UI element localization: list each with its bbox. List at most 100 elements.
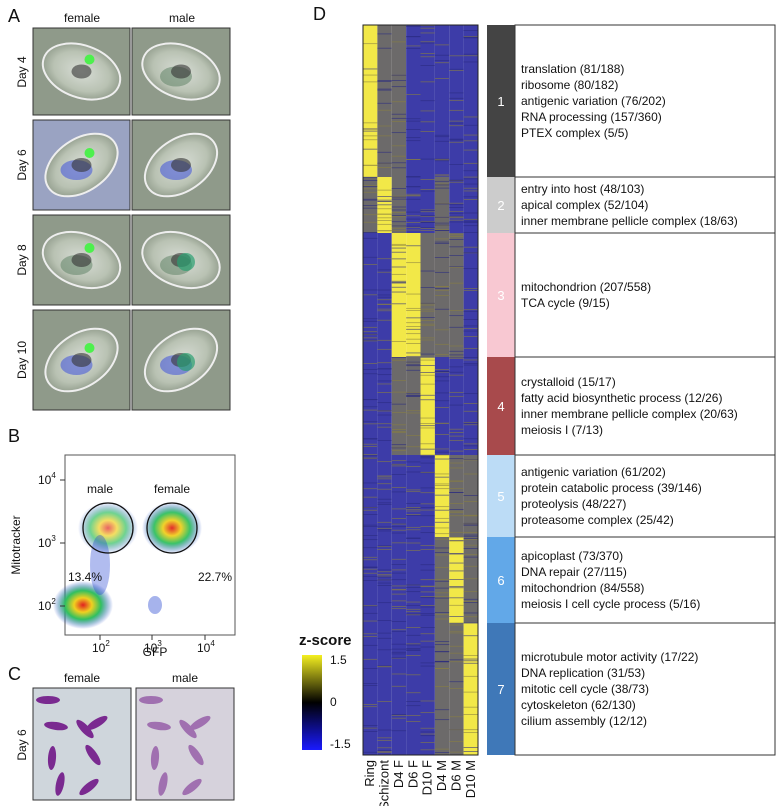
stain-image [135, 687, 235, 801]
heatmap-cell [363, 25, 378, 177]
heatmap-cell [406, 357, 421, 455]
heatmap-cell [391, 177, 407, 233]
cluster-number: 4 [497, 399, 504, 414]
y-tick-label: 103 [38, 534, 56, 550]
gate [82, 502, 134, 554]
cluster-box [514, 24, 776, 178]
go-term: cilium assembly (12/12) [521, 714, 647, 728]
cluster-color [487, 25, 515, 177]
gametocyte [85, 744, 101, 766]
cluster-box [514, 536, 776, 624]
gametocyte [139, 696, 163, 704]
cluster-number: 2 [497, 198, 504, 213]
gate-percentage: 22.7% [198, 570, 232, 584]
column-label: D4 F [391, 760, 406, 788]
heatmap-cell [391, 25, 407, 177]
gametocyte [86, 715, 108, 731]
column-label: D6 M [448, 760, 463, 791]
row-label: Day 4 [15, 56, 29, 88]
x-tick-label: 102 [92, 639, 110, 655]
heatmap-cell [377, 25, 392, 177]
pigment [71, 64, 92, 79]
heatmap-cell [434, 25, 450, 177]
gametocyte [79, 778, 99, 796]
column-label: Schizont [377, 760, 392, 806]
gate-label: female [154, 482, 190, 496]
gametocyte [150, 746, 160, 770]
heatmap-cell [463, 623, 478, 755]
column-label: D10 M [463, 760, 478, 798]
go-term: meiosis I cell cycle process (5/16) [521, 597, 700, 611]
heatmap-cell [377, 623, 392, 755]
gametocyte [179, 719, 197, 739]
y-tick-label: 104 [38, 471, 56, 487]
column-label: D10 F [420, 760, 435, 795]
heatmap-cell [363, 455, 378, 537]
heatmap-cell [434, 233, 450, 357]
column-label: male [169, 11, 195, 25]
heatmap-cell [463, 537, 478, 623]
heatmap-cell [463, 233, 478, 357]
tick-base: 10 [197, 641, 211, 655]
y-tick-label: 102 [38, 597, 56, 613]
gametocyte [55, 772, 65, 796]
colorbar-tick: 1.5 [330, 653, 347, 667]
heatmap-cell [406, 455, 421, 537]
go-term: entry into host (48/103) [521, 182, 644, 196]
panel-letter: A [8, 6, 20, 26]
x-axis-label: GFP [143, 645, 168, 659]
heatmap-cell [434, 357, 450, 455]
panel-letter: D [313, 4, 326, 24]
go-term: protein catabolic process (39/146) [521, 481, 702, 495]
gametocyte [188, 744, 204, 766]
heatmap-cell [420, 623, 435, 755]
column-label: male [172, 671, 198, 685]
column-label: female [64, 671, 100, 685]
heatmap-cell [420, 177, 435, 233]
heatmap-cell [406, 177, 421, 233]
row-label: Day 10 [15, 341, 29, 379]
panel-letter: C [8, 664, 21, 684]
heatmap-cell [420, 357, 435, 455]
column-label: D4 M [434, 760, 449, 791]
stain-image [32, 687, 132, 801]
heatmap-cell [463, 177, 478, 233]
go-term: mitotic cell cycle (38/73) [521, 682, 649, 696]
row-label: Day 6 [15, 729, 29, 761]
colorbar [302, 655, 322, 750]
tick-base: 10 [144, 641, 158, 655]
go-term: PTEX complex (5/5) [521, 126, 628, 140]
cluster-number: 6 [497, 573, 504, 588]
cluster-number: 5 [497, 489, 504, 504]
go-term: apicoplast (73/370) [521, 549, 623, 563]
gametocyte [76, 719, 94, 739]
tick-base: 10 [38, 599, 52, 613]
go-term: ribosome (80/182) [521, 78, 618, 92]
go-term: DNA repair (27/115) [521, 565, 627, 579]
gametocyte [36, 696, 60, 704]
tick-exp: 4 [210, 639, 215, 648]
x-tick-label: 104 [197, 639, 215, 655]
heatmap-cell [449, 623, 464, 755]
heatmap-cell [463, 455, 478, 537]
panel-letter: B [8, 426, 20, 446]
cluster-color [487, 623, 515, 755]
gfp-signal [177, 353, 195, 371]
pigment [171, 64, 191, 79]
go-term: apical complex (52/104) [521, 198, 648, 212]
go-term: DNA replication (31/53) [521, 666, 645, 680]
gametocyte [44, 721, 68, 731]
cluster-annotations: 1 translation (81/188) ribosome (80/182) an… [487, 24, 776, 756]
column-label: Ring [362, 760, 377, 787]
heatmap-cell [391, 233, 407, 357]
gfp-signal [84, 243, 95, 253]
heatmap-frame [362, 24, 479, 756]
heatmap-cell [377, 455, 392, 537]
gametocyte [47, 746, 57, 770]
row-label: Day 6 [15, 149, 29, 181]
cluster-color [487, 357, 515, 455]
cluster-number: 7 [497, 682, 504, 697]
stain-images [32, 687, 235, 801]
cluster-color [487, 233, 515, 357]
heatmap: Ring Schizont D4 F D6 F D10 F D4 M D6 M D10 M [362, 24, 479, 806]
